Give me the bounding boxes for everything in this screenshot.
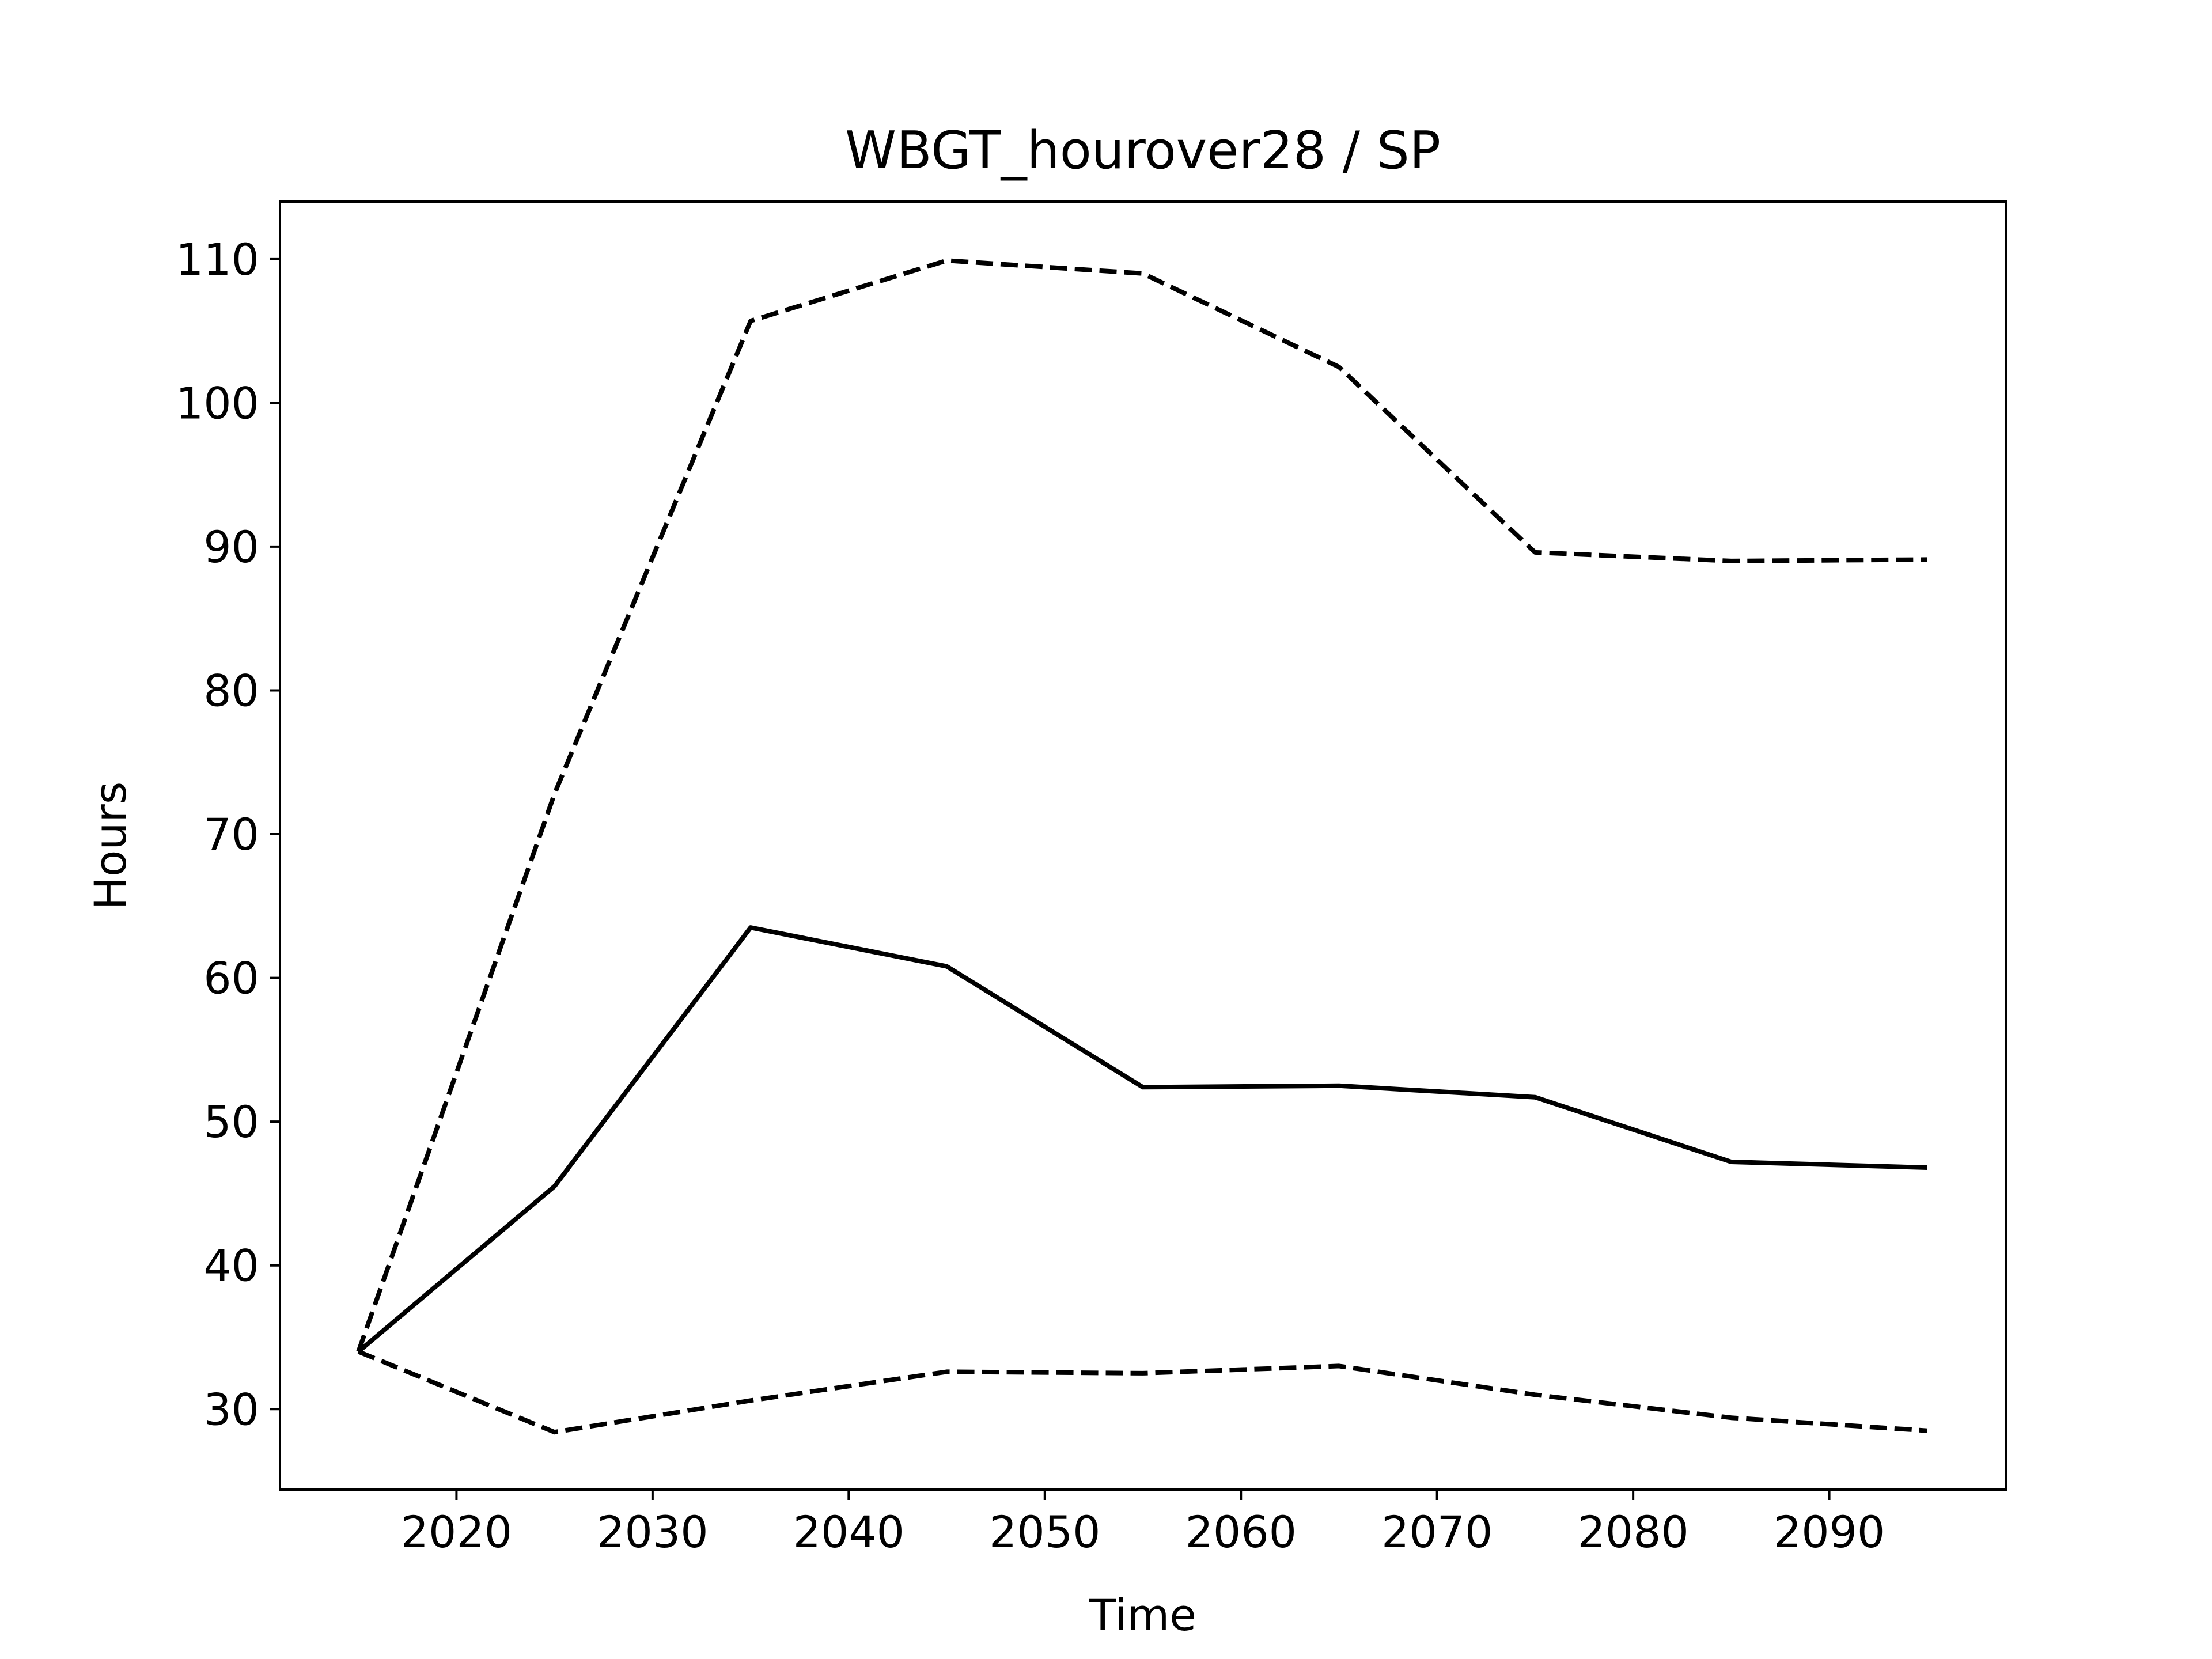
y-tick-label: 80 <box>203 665 259 716</box>
x-tick-label: 2020 <box>401 1506 512 1558</box>
y-tick-label: 70 <box>203 809 259 860</box>
x-tick-label: 2070 <box>1381 1506 1493 1558</box>
chart-title: WBGT_hourover28 / SP <box>845 120 1441 181</box>
y-axis-ticks: 30 40 50 60 70 80 90 100 110 <box>176 234 280 1435</box>
dashed-series-line-3 <box>357 1349 1928 1435</box>
x-tick-label: 2050 <box>989 1506 1100 1558</box>
y-tick-label: 60 <box>203 953 259 1004</box>
y-tick-label: 50 <box>203 1096 259 1147</box>
y-tick-label: 30 <box>203 1384 259 1435</box>
series-layer <box>356 258 1928 1435</box>
solid-series-line-1 <box>357 925 1927 1354</box>
plot-frame <box>279 200 2007 1491</box>
y-tick-label: 40 <box>203 1240 259 1291</box>
y-tick-label: 100 <box>176 377 259 429</box>
x-axis-ticks: 2020 2030 2040 2050 2060 2070 2080 2090 <box>401 1490 1885 1558</box>
x-tick-label: 2040 <box>793 1506 904 1558</box>
x-tick-label: 2090 <box>1774 1506 1885 1558</box>
y-axis-label: Hours <box>85 782 136 910</box>
y-tick-label: 90 <box>203 521 259 573</box>
x-tick-label: 2080 <box>1577 1506 1688 1558</box>
x-tick-label: 2030 <box>597 1506 708 1558</box>
x-axis-label: Time <box>1089 1589 1196 1641</box>
y-tick-label: 110 <box>176 234 259 285</box>
x-tick-label: 2060 <box>1185 1506 1297 1558</box>
